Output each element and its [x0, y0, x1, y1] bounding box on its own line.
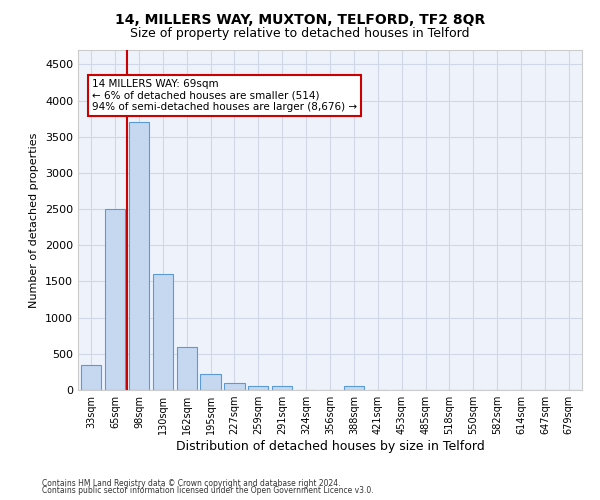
X-axis label: Distribution of detached houses by size in Telford: Distribution of detached houses by size …: [176, 440, 484, 453]
Bar: [152, 274, 173, 390]
Bar: [248, 386, 268, 390]
Text: 14 MILLERS WAY: 69sqm
← 6% of detached houses are smaller (514)
94% of semi-deta: 14 MILLERS WAY: 69sqm ← 6% of detached h…: [92, 79, 357, 112]
Bar: [344, 386, 364, 390]
Bar: [272, 386, 292, 390]
Bar: [224, 383, 245, 390]
Bar: [200, 374, 221, 390]
Bar: [105, 209, 125, 390]
Bar: [176, 346, 197, 390]
Bar: [81, 364, 101, 390]
Text: Size of property relative to detached houses in Telford: Size of property relative to detached ho…: [130, 28, 470, 40]
Text: 14, MILLERS WAY, MUXTON, TELFORD, TF2 8QR: 14, MILLERS WAY, MUXTON, TELFORD, TF2 8Q…: [115, 12, 485, 26]
Text: Contains HM Land Registry data © Crown copyright and database right 2024.: Contains HM Land Registry data © Crown c…: [42, 478, 341, 488]
Y-axis label: Number of detached properties: Number of detached properties: [29, 132, 40, 308]
Bar: [129, 122, 149, 390]
Text: Contains public sector information licensed under the Open Government Licence v3: Contains public sector information licen…: [42, 486, 374, 495]
